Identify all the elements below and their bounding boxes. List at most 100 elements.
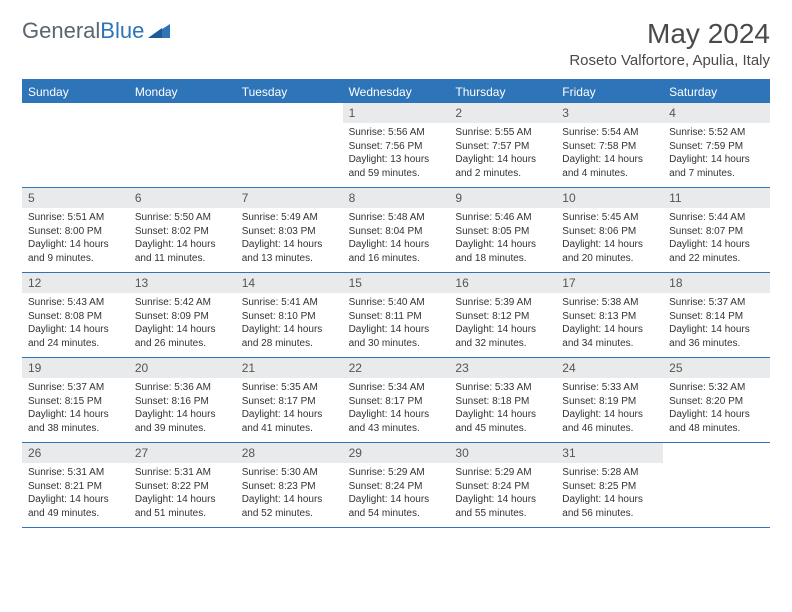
location-text: Roseto Valfortore, Apulia, Italy <box>569 52 770 69</box>
day-number: 26 <box>22 443 129 463</box>
sunrise-text: Sunrise: 5:52 AM <box>669 126 764 140</box>
sunrise-text: Sunrise: 5:37 AM <box>28 381 123 395</box>
day-number: 3 <box>556 103 663 123</box>
sunrise-text: Sunrise: 5:44 AM <box>669 211 764 225</box>
month-title: May 2024 <box>569 18 770 50</box>
sunset-text: Sunset: 7:58 PM <box>562 140 657 154</box>
daylight-text: Daylight: 13 hours and 59 minutes. <box>349 153 444 180</box>
day-header-tuesday: Tuesday <box>236 81 343 103</box>
calendar-cell: 31Sunrise: 5:28 AMSunset: 8:25 PMDayligh… <box>556 443 663 527</box>
sunset-text: Sunset: 8:17 PM <box>242 395 337 409</box>
cell-body: Sunrise: 5:36 AMSunset: 8:16 PMDaylight:… <box>129 378 236 441</box>
day-number: 5 <box>22 188 129 208</box>
sunset-text: Sunset: 8:02 PM <box>135 225 230 239</box>
calendar-cell <box>236 103 343 187</box>
daylight-text: Daylight: 14 hours and 34 minutes. <box>562 323 657 350</box>
day-number: 22 <box>343 358 450 378</box>
sunset-text: Sunset: 7:59 PM <box>669 140 764 154</box>
sunset-text: Sunset: 8:10 PM <box>242 310 337 324</box>
cell-body: Sunrise: 5:56 AMSunset: 7:56 PMDaylight:… <box>343 123 450 186</box>
sunset-text: Sunset: 8:25 PM <box>562 480 657 494</box>
cell-body: Sunrise: 5:32 AMSunset: 8:20 PMDaylight:… <box>663 378 770 441</box>
daylight-text: Daylight: 14 hours and 51 minutes. <box>135 493 230 520</box>
day-number: 31 <box>556 443 663 463</box>
daylight-text: Daylight: 14 hours and 20 minutes. <box>562 238 657 265</box>
day-number: 12 <box>22 273 129 293</box>
day-number <box>663 443 770 463</box>
calendar-cell: 20Sunrise: 5:36 AMSunset: 8:16 PMDayligh… <box>129 358 236 442</box>
sunrise-text: Sunrise: 5:55 AM <box>455 126 550 140</box>
day-number: 21 <box>236 358 343 378</box>
daylight-text: Daylight: 14 hours and 2 minutes. <box>455 153 550 180</box>
sunset-text: Sunset: 8:11 PM <box>349 310 444 324</box>
calendar-cell <box>663 443 770 527</box>
daylight-text: Daylight: 14 hours and 22 minutes. <box>669 238 764 265</box>
sunset-text: Sunset: 7:56 PM <box>349 140 444 154</box>
day-number: 18 <box>663 273 770 293</box>
day-number: 30 <box>449 443 556 463</box>
calendar-cell <box>129 103 236 187</box>
sunrise-text: Sunrise: 5:54 AM <box>562 126 657 140</box>
cell-body: Sunrise: 5:40 AMSunset: 8:11 PMDaylight:… <box>343 293 450 356</box>
calendar: Sunday Monday Tuesday Wednesday Thursday… <box>22 79 770 528</box>
cell-body: Sunrise: 5:54 AMSunset: 7:58 PMDaylight:… <box>556 123 663 186</box>
day-number: 15 <box>343 273 450 293</box>
calendar-cell: 28Sunrise: 5:30 AMSunset: 8:23 PMDayligh… <box>236 443 343 527</box>
daylight-text: Daylight: 14 hours and 45 minutes. <box>455 408 550 435</box>
cell-body: Sunrise: 5:35 AMSunset: 8:17 PMDaylight:… <box>236 378 343 441</box>
day-number: 8 <box>343 188 450 208</box>
cell-body: Sunrise: 5:49 AMSunset: 8:03 PMDaylight:… <box>236 208 343 271</box>
calendar-cell: 29Sunrise: 5:29 AMSunset: 8:24 PMDayligh… <box>343 443 450 527</box>
sunset-text: Sunset: 8:07 PM <box>669 225 764 239</box>
daylight-text: Daylight: 14 hours and 4 minutes. <box>562 153 657 180</box>
day-number: 17 <box>556 273 663 293</box>
calendar-cell: 13Sunrise: 5:42 AMSunset: 8:09 PMDayligh… <box>129 273 236 357</box>
day-number: 24 <box>556 358 663 378</box>
day-number: 6 <box>129 188 236 208</box>
sunrise-text: Sunrise: 5:31 AM <box>135 466 230 480</box>
day-number: 4 <box>663 103 770 123</box>
calendar-cell <box>22 103 129 187</box>
calendar-cell: 17Sunrise: 5:38 AMSunset: 8:13 PMDayligh… <box>556 273 663 357</box>
sunset-text: Sunset: 8:15 PM <box>28 395 123 409</box>
cell-body: Sunrise: 5:52 AMSunset: 7:59 PMDaylight:… <box>663 123 770 186</box>
calendar-cell: 9Sunrise: 5:46 AMSunset: 8:05 PMDaylight… <box>449 188 556 272</box>
daylight-text: Daylight: 14 hours and 28 minutes. <box>242 323 337 350</box>
day-number: 10 <box>556 188 663 208</box>
week-row: 19Sunrise: 5:37 AMSunset: 8:15 PMDayligh… <box>22 358 770 443</box>
cell-body: Sunrise: 5:33 AMSunset: 8:18 PMDaylight:… <box>449 378 556 441</box>
calendar-cell: 24Sunrise: 5:33 AMSunset: 8:19 PMDayligh… <box>556 358 663 442</box>
calendar-cell: 5Sunrise: 5:51 AMSunset: 8:00 PMDaylight… <box>22 188 129 272</box>
day-number <box>236 103 343 123</box>
sunrise-text: Sunrise: 5:30 AM <box>242 466 337 480</box>
calendar-cell: 8Sunrise: 5:48 AMSunset: 8:04 PMDaylight… <box>343 188 450 272</box>
cell-body: Sunrise: 5:38 AMSunset: 8:13 PMDaylight:… <box>556 293 663 356</box>
page-header: GeneralBlue May 2024 Roseto Valfortore, … <box>22 18 770 69</box>
sunrise-text: Sunrise: 5:35 AM <box>242 381 337 395</box>
day-number: 11 <box>663 188 770 208</box>
cell-body: Sunrise: 5:37 AMSunset: 8:14 PMDaylight:… <box>663 293 770 356</box>
sunrise-text: Sunrise: 5:38 AM <box>562 296 657 310</box>
sunset-text: Sunset: 8:21 PM <box>28 480 123 494</box>
week-row: 26Sunrise: 5:31 AMSunset: 8:21 PMDayligh… <box>22 443 770 528</box>
logo: GeneralBlue <box>22 18 170 44</box>
cell-body <box>236 123 343 132</box>
calendar-cell: 21Sunrise: 5:35 AMSunset: 8:17 PMDayligh… <box>236 358 343 442</box>
calendar-cell: 25Sunrise: 5:32 AMSunset: 8:20 PMDayligh… <box>663 358 770 442</box>
calendar-cell: 15Sunrise: 5:40 AMSunset: 8:11 PMDayligh… <box>343 273 450 357</box>
cell-body: Sunrise: 5:37 AMSunset: 8:15 PMDaylight:… <box>22 378 129 441</box>
calendar-cell: 22Sunrise: 5:34 AMSunset: 8:17 PMDayligh… <box>343 358 450 442</box>
daylight-text: Daylight: 14 hours and 16 minutes. <box>349 238 444 265</box>
day-number <box>129 103 236 123</box>
cell-body <box>663 463 770 472</box>
cell-body <box>22 123 129 132</box>
day-number: 19 <box>22 358 129 378</box>
daylight-text: Daylight: 14 hours and 49 minutes. <box>28 493 123 520</box>
sunset-text: Sunset: 8:03 PM <box>242 225 337 239</box>
sunset-text: Sunset: 8:24 PM <box>455 480 550 494</box>
sunrise-text: Sunrise: 5:46 AM <box>455 211 550 225</box>
day-number: 7 <box>236 188 343 208</box>
day-header-wednesday: Wednesday <box>343 81 450 103</box>
day-number: 14 <box>236 273 343 293</box>
calendar-cell: 23Sunrise: 5:33 AMSunset: 8:18 PMDayligh… <box>449 358 556 442</box>
